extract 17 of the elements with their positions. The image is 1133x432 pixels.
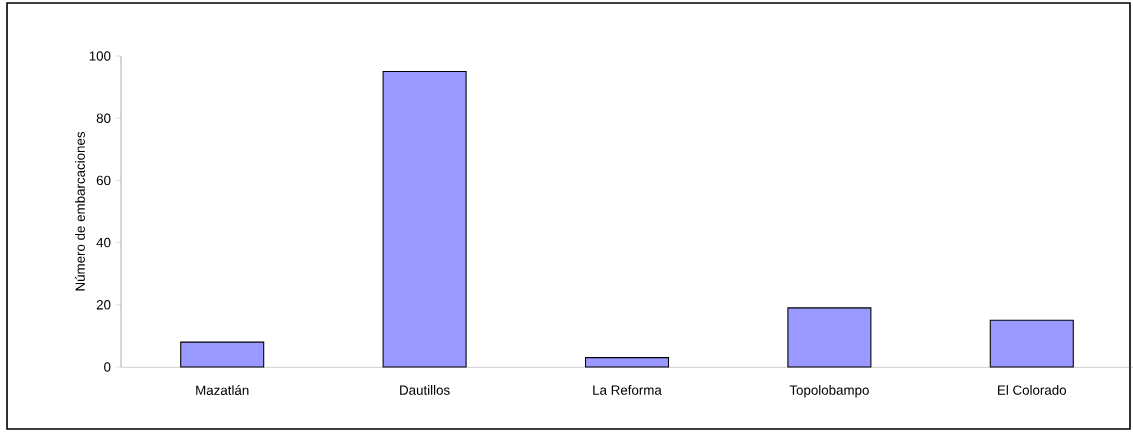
y-axis-title: Número de embarcaciones (74, 131, 85, 291)
x-tick-label: Topolobampo (789, 385, 869, 398)
x-tick-label: La Reforma (593, 385, 662, 395)
y-tick-label: 100 (89, 51, 111, 61)
x-tick-label: Dautillos (400, 385, 450, 395)
y-tick-label: 0 (104, 362, 111, 372)
bar (989, 319, 1074, 368)
y-tick-label: 40 (96, 237, 111, 248)
y-tick-label: 80 (96, 113, 111, 123)
bar (584, 357, 670, 368)
y-tick-label: 20 (96, 300, 111, 310)
x-tick-label: El Colorado (998, 385, 1067, 395)
x-tick-label: Mazatlán (196, 385, 249, 395)
y-tick-label: 60 (96, 175, 111, 186)
bar (382, 71, 467, 368)
bar (787, 307, 872, 368)
bar (180, 341, 265, 368)
